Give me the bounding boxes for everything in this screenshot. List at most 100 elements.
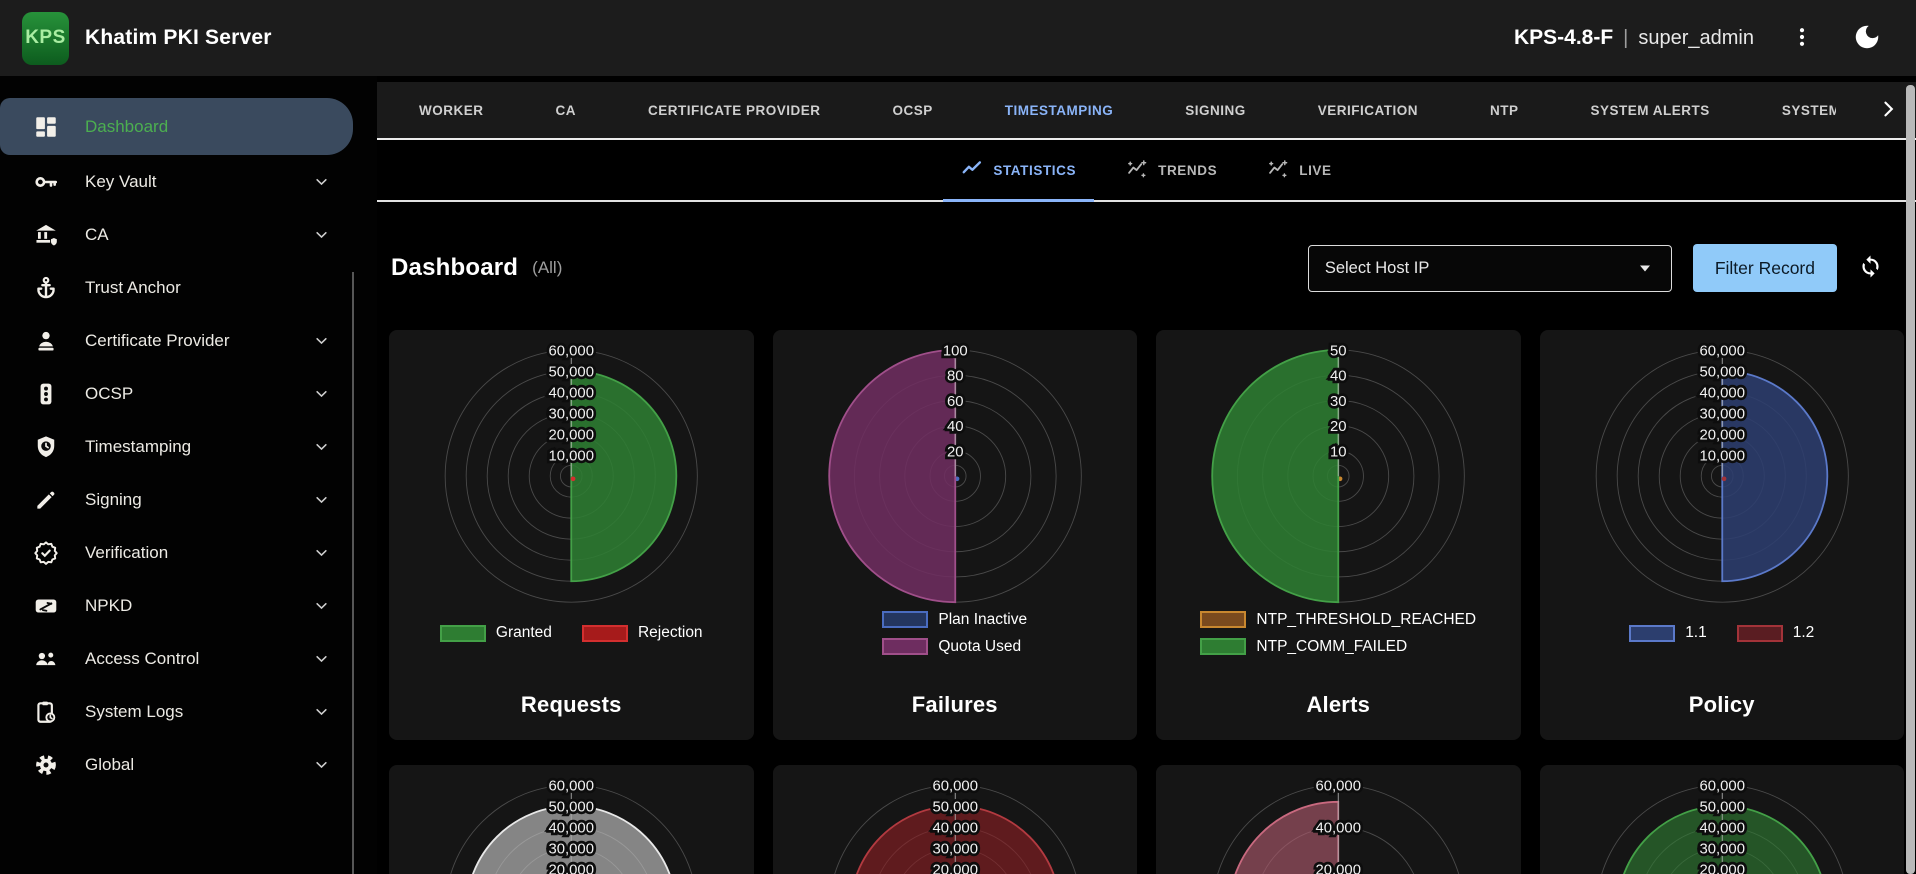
legend-item: NTP_THRESHOLD_REACHED (1200, 611, 1476, 629)
sidebar-item-global[interactable]: Global (0, 738, 353, 791)
sidebar-divider (352, 272, 354, 874)
chart-title: Failures (911, 692, 998, 717)
chevron-down-icon (312, 437, 331, 456)
sidebar-item-access-control[interactable]: Access Control (0, 632, 353, 685)
svg-text:40,000: 40,000 (549, 385, 594, 401)
sidebar-item-ca[interactable]: CA (0, 208, 353, 261)
legend-item: Granted (439, 624, 552, 642)
sidebar-item-signing[interactable]: Signing (0, 473, 353, 526)
legend-swatch (439, 624, 486, 642)
sidebar-item-timestamping[interactable]: Timestamping (0, 420, 353, 473)
chart-title: Requests (520, 692, 622, 717)
svg-text:60,000: 60,000 (549, 343, 594, 359)
subtab-label: TRENDS (1158, 162, 1218, 178)
tab-worker[interactable]: WORKER (419, 102, 484, 118)
svg-text:60,000: 60,000 (932, 778, 977, 794)
chevron-down-icon (312, 384, 331, 403)
sidebar-item-key-vault[interactable]: Key Vault (0, 155, 353, 208)
sidebar-item-label: NPKD (85, 595, 133, 615)
legend-swatch (581, 624, 628, 642)
view-tab-bar: STATISTICS TRENDS LIVE (377, 140, 1916, 202)
svg-text:50,000: 50,000 (549, 799, 594, 815)
legend-swatch (1200, 638, 1247, 655)
header-controls: Select Host IP Filter Record (1307, 244, 1890, 292)
tab-ocsp[interactable]: OCSP (892, 102, 933, 118)
polar-chart: 10 20 30 40 50 (1211, 341, 1465, 604)
chevron-down-icon (312, 490, 331, 509)
moon-icon (1852, 22, 1882, 55)
svg-text:30,000: 30,000 (549, 406, 594, 422)
chevron-down-icon (312, 225, 331, 244)
sidebar-item-label: OCSP (85, 383, 134, 403)
subtab-trends[interactable]: TRENDS (1108, 140, 1235, 200)
insights-icon (1267, 158, 1289, 183)
svg-text:10,000: 10,000 (549, 448, 594, 464)
chevron-down-icon (312, 596, 331, 615)
chart-card-requests: 10,000 20,000 30,000 40,000 50,000 60,000 Gran… (389, 330, 754, 740)
page-title: Dashboard (391, 254, 519, 281)
anchor-icon (33, 275, 59, 301)
app-logo: KPS (22, 11, 69, 65)
tab-system[interactable]: SYSTEM (1781, 102, 1836, 118)
svg-text:80: 80 (946, 369, 963, 385)
chart-card-policy: 10,000 20,000 30,000 40,000 50,000 60,000 1.1 1… (1539, 330, 1904, 740)
legend-label: Rejection (637, 624, 703, 641)
refresh-icon (1857, 253, 1884, 283)
sidebar-item-label: Trust Anchor (85, 277, 181, 297)
sidebar-item-label: System Logs (85, 701, 184, 721)
refresh-button[interactable] (1851, 247, 1890, 289)
top-bar: KPS Khatim PKI Server KPS-4.8-F | super_… (0, 0, 1916, 76)
tab-timestamping[interactable]: TIMESTAMPING (1004, 102, 1114, 118)
legend-swatch (882, 638, 929, 655)
legend-label: Granted (495, 624, 552, 641)
tab-system-alerts[interactable]: SYSTEM ALERTS (1590, 102, 1710, 118)
subtab-label: STATISTICS (993, 162, 1077, 178)
sidebar-item-certificate-provider[interactable]: Certificate Provider (0, 314, 353, 367)
tab-signing[interactable]: SIGNING (1185, 102, 1246, 118)
sidebar-item-dashboard[interactable]: Dashboard (0, 98, 353, 155)
host-ip-select[interactable]: Select Host IP (1307, 244, 1672, 292)
legend-label: NTP_COMM_FAILED (1256, 637, 1408, 655)
svg-text:60: 60 (946, 394, 963, 410)
page-scrollbar[interactable] (1906, 85, 1915, 874)
svg-text:20,000: 20,000 (1316, 862, 1361, 874)
subtab-live[interactable]: LIVE (1249, 140, 1349, 200)
verified-badge-icon (33, 540, 59, 566)
sidebar-item-trust-anchor[interactable]: Trust Anchor (0, 261, 353, 314)
sidebar-item-ocsp[interactable]: OCSP (0, 367, 353, 420)
legend-label: NTP_THRESHOLD_REACHED (1256, 610, 1477, 628)
legend-item: Plan Inactive (882, 611, 1027, 629)
sidebar-item-npkd[interactable]: NPKD (0, 579, 353, 632)
legend-swatch (882, 611, 929, 628)
tab-verification[interactable]: VERIFICATION (1317, 102, 1419, 118)
tab-ca[interactable]: CA (555, 102, 576, 118)
key-icon (33, 169, 59, 195)
svg-text:60,000: 60,000 (1699, 778, 1744, 794)
subtab-statistics[interactable]: STATISTICS (943, 140, 1094, 202)
sidebar-item-label: Verification (85, 542, 169, 562)
chevron-down-icon (312, 543, 331, 562)
svg-text:50: 50 (1330, 343, 1347, 359)
svg-text:40: 40 (1330, 369, 1347, 385)
filter-record-button[interactable]: Filter Record (1692, 244, 1837, 292)
svg-text:50,000: 50,000 (1699, 364, 1744, 380)
sidebar-item-system-logs[interactable]: System Logs (0, 685, 353, 738)
line-chart-icon (961, 158, 983, 183)
svg-text:30,000: 30,000 (932, 841, 977, 857)
dark-mode-toggle[interactable] (1846, 16, 1888, 61)
svg-text:20,000: 20,000 (1699, 862, 1744, 874)
service-tab-bar: WORKER CA CERTIFICATE PROVIDER OCSP TIMESTAM… (377, 82, 1916, 140)
kebab-icon (1790, 25, 1814, 52)
kebab-menu-button[interactable] (1784, 19, 1820, 58)
chevron-right-icon (1877, 98, 1899, 123)
tab-ntp[interactable]: NTP (1490, 102, 1519, 118)
polar-chart: 20 40 60 80 100 (827, 341, 1082, 604)
chart-card: 20,000 40,000 60,000 (1156, 765, 1521, 874)
sidebar-item-verification[interactable]: Verification (0, 526, 353, 579)
tab-certificate-provider[interactable]: CERTIFICATE PROVIDER (648, 102, 821, 118)
